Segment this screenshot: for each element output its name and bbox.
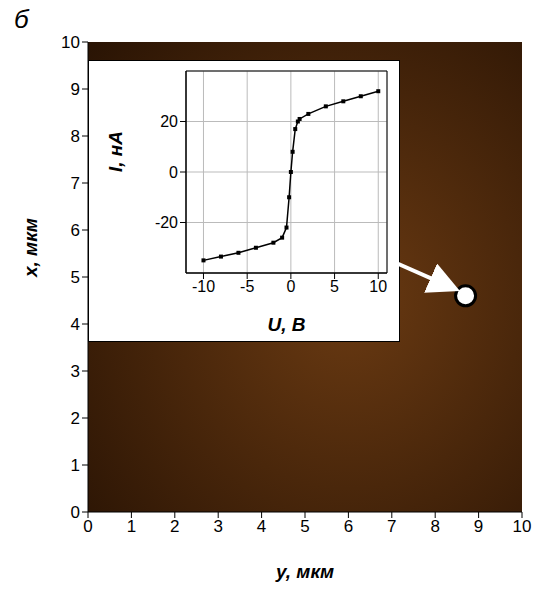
svg-text:9: 9: [71, 80, 80, 99]
svg-text:I, нА: I, нА: [105, 131, 126, 172]
html-text:б: б: [14, 4, 29, 34]
svg-text:7: 7: [71, 174, 80, 193]
svg-text:4: 4: [71, 315, 80, 334]
svg-text:6: 6: [71, 221, 80, 240]
svg-text:6: 6: [344, 517, 353, 536]
svg-text:3: 3: [213, 517, 222, 536]
svg-text:x, мкм: x, мкм: [20, 218, 41, 278]
svg-text:3: 3: [71, 362, 80, 381]
svg-text:-20: -20: [155, 214, 178, 231]
svg-text:8: 8: [430, 517, 439, 536]
svg-text:20: 20: [160, 113, 178, 130]
svg-text:2: 2: [170, 517, 179, 536]
svg-text:U, В: U, В: [268, 314, 306, 335]
svg-text:9: 9: [474, 517, 483, 536]
svg-text:0: 0: [169, 164, 178, 181]
svg-text:10: 10: [61, 33, 80, 52]
svg-text:1: 1: [71, 456, 80, 475]
svg-text:10: 10: [369, 278, 387, 295]
svg-text:0: 0: [83, 517, 92, 536]
svg-text:4: 4: [257, 517, 266, 536]
svg-text:5: 5: [71, 268, 80, 287]
svg-text:2: 2: [71, 409, 80, 428]
svg-text:-5: -5: [240, 278, 254, 295]
svg-text:8: 8: [71, 127, 80, 146]
svg-text:5: 5: [330, 278, 339, 295]
svg-text:y, мкм: y, мкм: [275, 561, 334, 582]
svg-text:0: 0: [286, 278, 295, 295]
svg-text:0: 0: [71, 503, 80, 522]
svg-text:5: 5: [300, 517, 309, 536]
svg-text:7: 7: [387, 517, 396, 536]
svg-text:1: 1: [127, 517, 136, 536]
svg-text:-10: -10: [192, 278, 215, 295]
svg-text:10: 10: [513, 517, 532, 536]
